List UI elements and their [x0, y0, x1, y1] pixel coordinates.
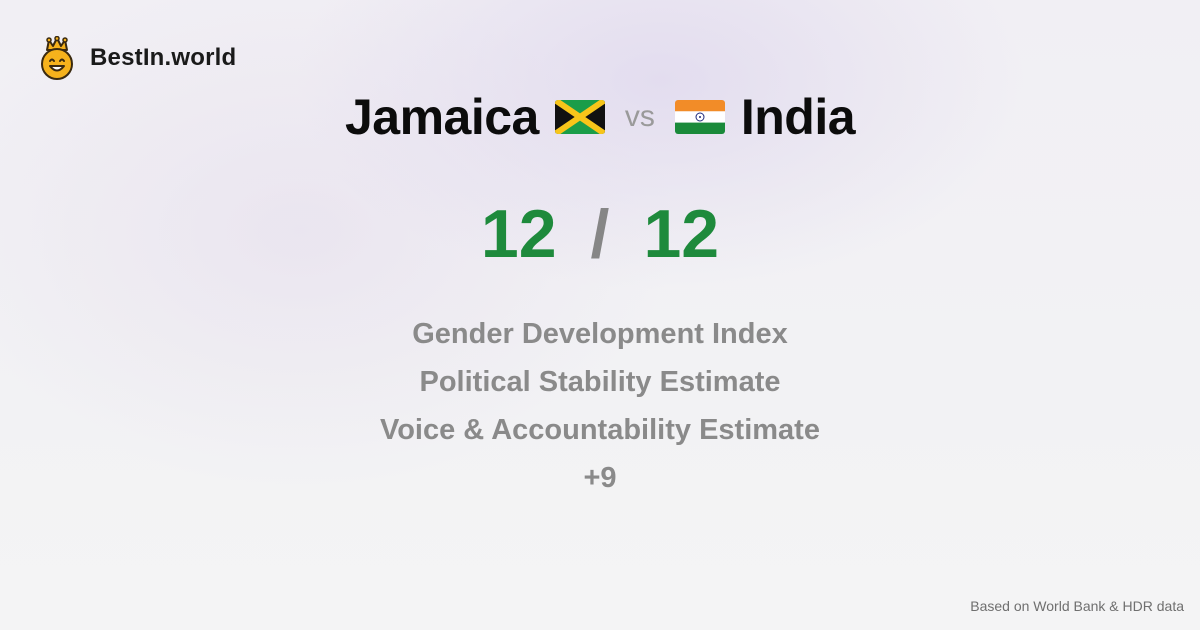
left-score: 12 — [480, 196, 557, 272]
brand[interactable]: BestIn.world — [38, 36, 236, 80]
metric-item: Gender Development Index — [412, 318, 788, 350]
vs-separator: vs — [624, 100, 655, 133]
metrics-list: Gender Development Index Political Stabi… — [0, 310, 1200, 502]
score-separator: / — [590, 196, 610, 272]
left-country-name[interactable]: Jamaica — [344, 89, 539, 145]
india-flag-icon — [674, 100, 725, 134]
metric-item: Political Stability Estimate — [419, 366, 781, 398]
right-country-name[interactable]: India — [740, 89, 856, 145]
brand-name: BestIn.world — [90, 44, 237, 71]
comparison-title: Jamaica vs India — [0, 86, 1200, 148]
crown-smiley-icon — [41, 36, 73, 80]
score-row: 12 / 12 — [0, 196, 1200, 272]
metric-more-count: +9 — [583, 462, 617, 494]
right-score: 12 — [643, 196, 720, 272]
jamaica-flag-icon — [554, 100, 605, 134]
metric-item: Voice & Accountability Estimate — [380, 414, 820, 446]
data-source-note: Based on World Bank & HDR data — [970, 598, 1184, 614]
